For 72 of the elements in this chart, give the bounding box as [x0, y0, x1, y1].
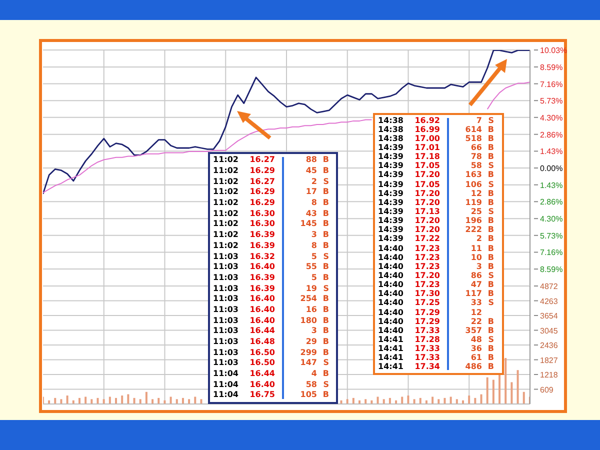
y-tick-label: 1.43%: [540, 180, 563, 190]
y-tick-label: 1.43%: [540, 147, 563, 156]
y-tick-label: 0.00%: [540, 164, 563, 173]
bar: [127, 394, 130, 404]
bar: [480, 394, 482, 404]
bar: [382, 399, 385, 404]
y-tick-label: 8.59%: [540, 265, 563, 274]
y-tick-label: 2.86%: [540, 130, 563, 140]
bar: [194, 396, 196, 404]
bar: [486, 377, 488, 404]
y-tick-label: 4872: [540, 282, 558, 291]
bar: [419, 398, 422, 404]
y-tick-label: 2.86%: [540, 198, 563, 207]
bar: [492, 380, 494, 404]
trade-table: 14:38 16.92 7 S 14:38 16.99 614 B 14:38 17.00 518 B 14:39 17.01 66 B 14:39 17.18 78 B 14:39 17.05 58 S 14:39 17.20 163 B 14:39 17.05 106 S 14:39 17.20 12 B 14:39 17.20 119 B 14:39 17.13 25 S 14:39 17.20 196 B 14:39 17.20 222 B 14:39 17.22 2 B 14:40 17.23 11 B 14:40 17.23 10 B 14:40 17.23 3 B 14:40 17.20 86 S 14:40 17.23 47 B 14:40 17.30 117 B 14:40 17.25 33 S 14:40 17.29 12 14:40 17.29 22 B 14:40 17.33 357 B 14:41 17.28 48 S 14:41 17.33 36 B 14:41 17.33 61 B 14:41 17.34 486 B: [373, 113, 504, 375]
bar: [450, 396, 452, 404]
y-tick-label: 7.16%: [540, 80, 563, 89]
bar: [158, 398, 160, 404]
bar: [115, 398, 118, 404]
y-tick-label: 3654: [540, 312, 558, 320]
bar: [188, 399, 190, 404]
y-tick-label: 8.59%: [540, 62, 563, 72]
bar: [401, 396, 404, 404]
bar: [108, 396, 111, 404]
y-tick-label: 1827: [540, 356, 558, 365]
bar: [145, 392, 148, 404]
y-tick-label: 609: [540, 385, 554, 394]
bar: [152, 399, 154, 404]
bar: [388, 398, 391, 404]
bar: [176, 399, 178, 404]
bar: [474, 398, 476, 404]
bar: [133, 398, 136, 404]
y-tick-label: 4263: [540, 296, 558, 306]
trade-table: 11:02 16.27 88 B 11:02 16.29 45 B 11:02 16.27 2 S 11:02 16.29 17 B 11:02 16.29 8 B 11:02 16.30 43 B 11:02 16.30 145 B 11:02 16.39 3 B 11:02 16.39 8 B 11:03 16.32 5 S 11:03 16.40 55 B 11:03 16.39 5 B 11:03 16.39 19 S 11:03 16.40 254 B 11:03 16.40 16 B 11:03 16.40 180 B 11:03 16.44 3 B 11:03 16.48 29 B 11:03 16.50 299 B 11:03 16.50 147 S 11:04 16.44 4 B 11:04 16.40 58 S 11:04 16.75 105 B: [208, 152, 338, 404]
y-tick-label: 4.30%: [540, 214, 563, 224]
bar: [407, 396, 410, 404]
y-tick-label: 3045: [540, 326, 558, 336]
bar: [84, 396, 87, 404]
bar: [364, 399, 367, 404]
bar: [468, 396, 470, 404]
bar: [352, 398, 354, 404]
bar: [182, 398, 184, 404]
y-tick-label: 5.73%: [540, 96, 563, 106]
bar: [200, 399, 202, 404]
bar: [96, 398, 99, 404]
y-tick-label: 4.30%: [540, 113, 563, 122]
bar: [498, 374, 501, 404]
bar: [432, 396, 434, 404]
bar: [90, 399, 93, 404]
y-tick-label: 7.16%: [540, 248, 563, 258]
bar: [456, 399, 458, 404]
bar: [438, 399, 440, 404]
bar: [346, 399, 348, 404]
y-tick-label: 1218: [540, 370, 558, 380]
bar: [66, 396, 68, 404]
bar: [444, 398, 446, 404]
bar: [516, 370, 519, 404]
bar: [504, 358, 507, 404]
bar: [102, 399, 105, 404]
bar: [376, 396, 379, 404]
bar: [510, 382, 513, 404]
bar: [522, 392, 525, 404]
bar: [170, 396, 172, 404]
bar: [413, 399, 416, 404]
bar: [121, 396, 124, 404]
y-tick-label: 2436: [540, 341, 558, 350]
bar: [60, 399, 62, 404]
bar: [54, 398, 56, 404]
line-series: [43, 50, 530, 195]
y-tick-label: 5.73%: [540, 231, 563, 240]
bar: [139, 399, 142, 404]
bar: [78, 398, 80, 404]
